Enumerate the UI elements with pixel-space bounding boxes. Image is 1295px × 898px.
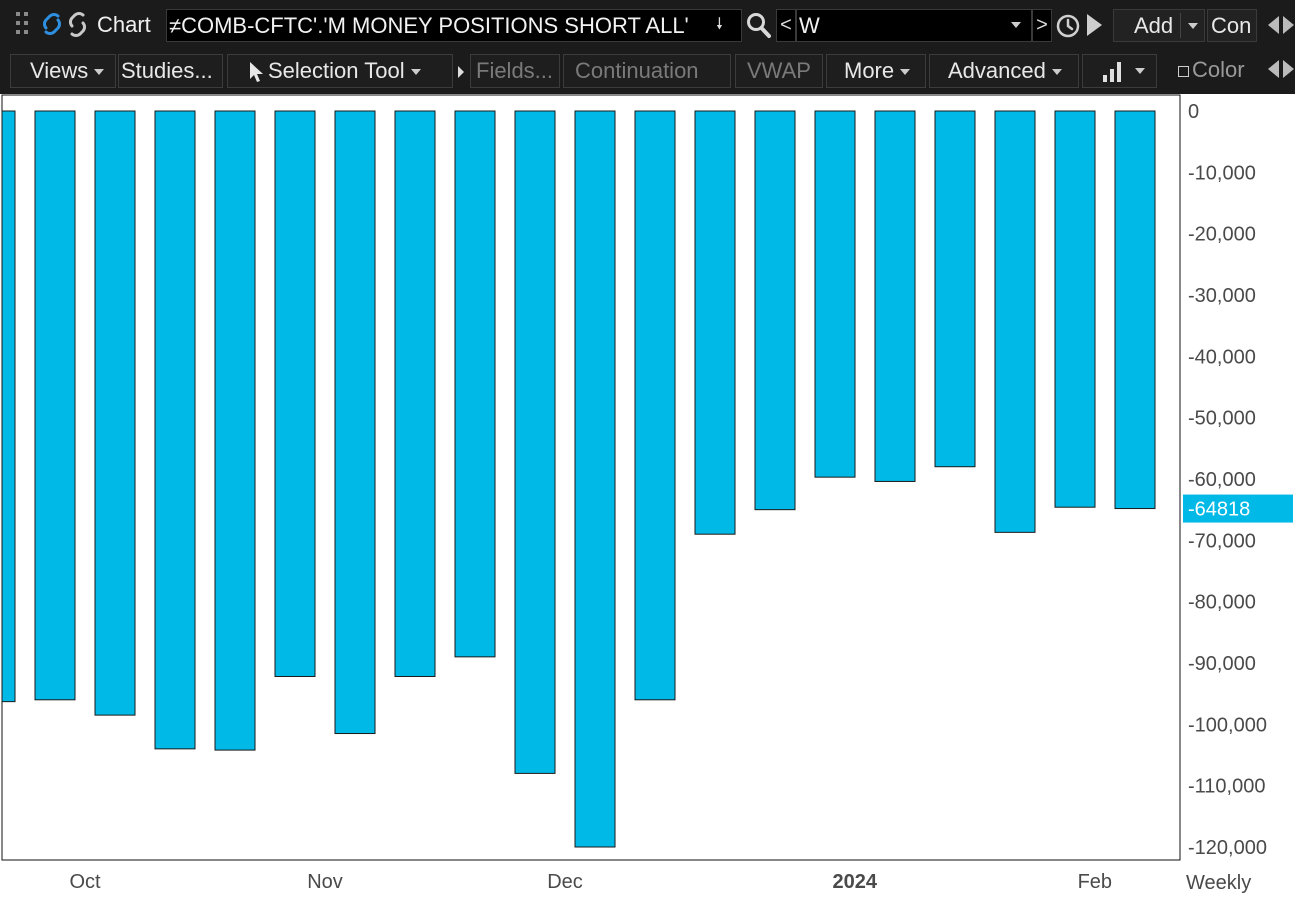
chevron-down-icon xyxy=(1135,68,1145,74)
link-broken-icon[interactable] xyxy=(40,10,94,40)
chart-area[interactable]: 0 -10,000 -20,000 -30,000 -40,000 -50,000 -60,… xyxy=(0,94,1295,898)
chevron-down-icon[interactable] xyxy=(1188,23,1198,29)
bar xyxy=(94,110,136,716)
y-tick-label: -100,000 xyxy=(1188,714,1267,736)
bar xyxy=(34,110,76,701)
toolbar-scroll-right-icon[interactable] xyxy=(1283,60,1294,78)
y-tick-label: 0 xyxy=(1188,101,1199,123)
bar xyxy=(1114,110,1156,510)
period-label: Weekly xyxy=(1186,872,1251,894)
play-icon[interactable] xyxy=(1087,14,1102,36)
bar xyxy=(634,110,676,701)
search-icon[interactable] xyxy=(746,11,772,39)
y-tick-label: -80,000 xyxy=(1188,592,1256,614)
interval-next-button[interactable]: > xyxy=(1032,9,1052,42)
bar xyxy=(274,110,316,677)
bar xyxy=(994,110,1036,533)
studies-label: Studies... xyxy=(121,58,213,83)
scroll-right-icon[interactable] xyxy=(1283,16,1294,34)
bar xyxy=(454,110,496,658)
y-tick-label: -10,000 xyxy=(1188,162,1256,184)
more-menu[interactable]: More xyxy=(826,54,926,88)
y-axis[interactable]: 0 -10,000 -20,000 -30,000 -40,000 -50,000 -60,… xyxy=(1183,101,1293,859)
con-button[interactable]: Con xyxy=(1207,9,1257,42)
y-tick-label: -90,000 xyxy=(1188,653,1256,675)
chart-toolbar: Views Studies... Selection Tool Fields..… xyxy=(0,50,1295,94)
chevron-right-icon[interactable] xyxy=(458,66,464,78)
scroll-left-icon[interactable] xyxy=(1268,16,1279,34)
bar xyxy=(1,110,16,703)
bar xyxy=(1054,110,1096,508)
symbol-input-value: ≠COMB-CFTC'.'M MONEY POSITIONS SHORT ALL… xyxy=(169,13,689,38)
y-tick-label: -50,000 xyxy=(1188,408,1256,430)
add-button-separator xyxy=(1180,13,1181,38)
views-label: Views xyxy=(30,58,89,83)
bar xyxy=(514,110,556,774)
toolbar-scroll-left-icon[interactable] xyxy=(1268,60,1279,78)
x-tick-label: 2024 xyxy=(833,871,878,893)
color-label: Color xyxy=(1192,57,1245,82)
x-axis[interactable]: Oct Nov Dec 2024 Feb Weekly xyxy=(69,871,1251,894)
window-title: Chart xyxy=(97,12,151,37)
chart-svg[interactable]: 0 -10,000 -20,000 -30,000 -40,000 -50,000 -60,… xyxy=(0,94,1295,898)
x-tick-label: Dec xyxy=(547,871,583,893)
y-tick-label: -110,000 xyxy=(1188,776,1265,798)
bar xyxy=(814,110,856,478)
drag-grip-icon[interactable] xyxy=(16,12,34,38)
y-tick-label: -120,000 xyxy=(1188,837,1267,859)
add-button-label: Add xyxy=(1134,13,1174,38)
y-tick-label: -20,000 xyxy=(1188,224,1256,246)
interval-prev-button[interactable]: < xyxy=(776,9,796,42)
more-label: More xyxy=(844,58,895,83)
advanced-label: Advanced xyxy=(948,58,1046,83)
studies-button[interactable]: Studies... xyxy=(118,54,223,88)
bar xyxy=(754,110,796,511)
y-tick-label: -40,000 xyxy=(1188,346,1256,368)
fields-button[interactable]: Fields... xyxy=(470,54,560,88)
x-tick-label: Oct xyxy=(69,871,101,893)
advanced-menu[interactable]: Advanced xyxy=(929,54,1079,88)
x-tick-label: Nov xyxy=(307,871,343,893)
bar xyxy=(934,110,976,468)
color-button[interactable]: Color xyxy=(1160,54,1255,88)
vwap-button[interactable]: VWAP xyxy=(735,54,823,88)
title-bar: Chart ≠COMB-CFTC'.'M MONEY POSITIONS SHO… xyxy=(0,0,1295,50)
pointer-icon xyxy=(250,62,263,83)
chevron-down-icon xyxy=(1051,69,1062,76)
bar xyxy=(214,110,256,751)
bar-chart-icon xyxy=(1103,60,1127,82)
continuation-button[interactable]: Continuation xyxy=(563,54,731,88)
chevron-down-icon xyxy=(94,69,105,76)
add-button[interactable]: Add xyxy=(1113,9,1205,42)
y-tick-label: -70,000 xyxy=(1188,530,1256,552)
bar xyxy=(154,110,196,750)
clock-icon[interactable] xyxy=(1055,13,1081,39)
bar xyxy=(334,110,376,735)
last-value-marker xyxy=(1183,494,1293,523)
symbol-input[interactable]: ≠COMB-CFTC'.'M MONEY POSITIONS SHORT ALL… xyxy=(166,9,742,42)
vwap-label: VWAP xyxy=(747,58,811,83)
bar xyxy=(394,110,436,677)
y-tick-label: -60,000 xyxy=(1188,469,1256,491)
bar xyxy=(694,110,736,535)
y-tick-label: -30,000 xyxy=(1188,285,1256,307)
chevron-down-icon xyxy=(900,69,911,76)
chevron-down-icon xyxy=(1011,22,1021,28)
continuation-label: Continuation xyxy=(575,58,699,83)
views-menu[interactable]: Views xyxy=(10,54,116,88)
interval-value: W xyxy=(799,13,820,38)
chevron-down-icon xyxy=(410,69,421,76)
last-value-label: -64818 xyxy=(1188,499,1250,521)
selection-tool-label: Selection Tool xyxy=(268,58,405,83)
selection-tool-menu[interactable]: Selection Tool xyxy=(227,54,453,88)
bar-series xyxy=(1,110,1156,848)
x-tick-label: Feb xyxy=(1078,871,1112,893)
bar xyxy=(874,110,916,482)
fields-label: Fields... xyxy=(476,58,554,83)
color-swatch-icon xyxy=(1178,65,1189,77)
interval-select[interactable]: W xyxy=(796,9,1032,42)
symbol-dropdown-arrow-icon[interactable]: 🠗 xyxy=(716,16,723,33)
bar xyxy=(574,110,616,848)
